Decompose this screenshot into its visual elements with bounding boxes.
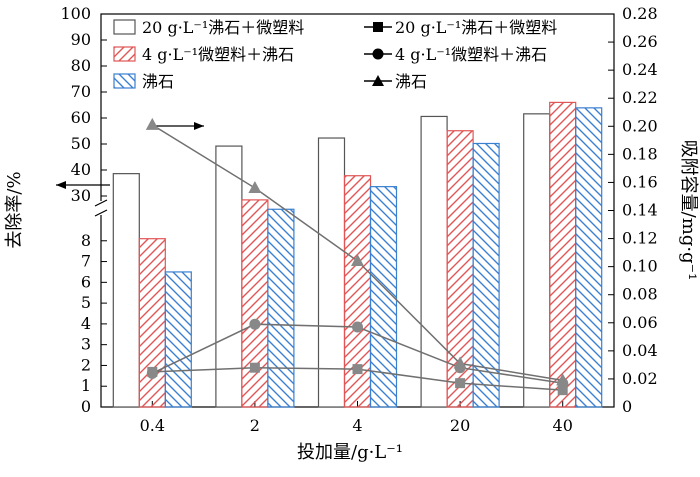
left-axis-arrow bbox=[56, 181, 110, 189]
y-left-tick-label: 90 bbox=[71, 30, 91, 49]
y-left-tick-label: 4 bbox=[81, 314, 91, 333]
line-marker-triangle bbox=[145, 117, 159, 130]
legend-swatch-line-2 bbox=[364, 48, 392, 60]
bar-series-3 bbox=[575, 107, 603, 408]
y-right-tick-label: 0.22 bbox=[622, 88, 658, 107]
right-axis-arrow bbox=[152, 122, 204, 130]
y-left-tick-label: 80 bbox=[71, 56, 91, 75]
bar-series-3 bbox=[472, 142, 500, 408]
legend-swatch-line-3 bbox=[364, 75, 392, 86]
y-left-tick-label: 0 bbox=[81, 397, 91, 416]
y-right-tick-label: 0 bbox=[622, 397, 632, 416]
bar-series-1 bbox=[112, 173, 140, 408]
bar-series-2 bbox=[138, 238, 166, 408]
bar-series-3 bbox=[267, 208, 295, 408]
line-marker-square bbox=[557, 385, 568, 396]
legend-swatch-bar-2 bbox=[113, 46, 136, 62]
y-left-tick-label: 40 bbox=[71, 160, 91, 179]
y-right-tick-label: 0.10 bbox=[622, 257, 658, 276]
y-right-tick-label: 0.20 bbox=[622, 116, 658, 135]
bar-series-3 bbox=[164, 271, 192, 408]
legend-label-line-2: 4 g·L⁻¹微塑料＋沸石 bbox=[395, 45, 547, 64]
line-marker-circle bbox=[352, 321, 363, 333]
x-tick-label: 20 bbox=[450, 416, 470, 435]
line-marker-circle bbox=[249, 318, 261, 330]
y-right-tick-label: 0.06 bbox=[622, 313, 658, 332]
legend: 20 g·L⁻¹沸石＋微塑料 4 g·L⁻¹微塑料＋沸石 沸石 20 g·L⁻¹… bbox=[113, 18, 557, 91]
line-marker-square bbox=[455, 378, 466, 389]
legend-swatch-line-1 bbox=[364, 22, 392, 32]
line-marker-triangle bbox=[556, 373, 570, 386]
y-left-tick-label: 3 bbox=[81, 335, 91, 354]
y-right-tick-label: 0.16 bbox=[622, 172, 658, 191]
y-left-tick-label: 60 bbox=[71, 108, 91, 127]
legend-swatch-bar-3 bbox=[113, 73, 136, 89]
line-marker-triangle bbox=[351, 254, 364, 267]
bar-series-1 bbox=[523, 113, 551, 408]
line-marker-circle bbox=[146, 367, 158, 379]
y-right-tick-label: 0.12 bbox=[622, 229, 658, 248]
legend-label-bar-3: 沸石 bbox=[142, 72, 174, 91]
y-left-tick-label: 30 bbox=[71, 186, 91, 205]
line-marker-square bbox=[352, 364, 363, 375]
bar-series-2 bbox=[241, 199, 269, 408]
legend-label-bar-2: 4 g·L⁻¹微塑料＋沸石 bbox=[142, 45, 294, 64]
line-marker-square bbox=[249, 362, 260, 373]
x-tick-label: 40 bbox=[553, 416, 573, 435]
y-left-tick-label: 7 bbox=[81, 252, 91, 271]
y-right-tick-label: 0.18 bbox=[622, 144, 658, 163]
bar-series-1 bbox=[317, 137, 346, 408]
y-right-axis-title: 吸附容量/mg·g⁻¹ bbox=[678, 140, 699, 281]
y-right-tick-label: 0.02 bbox=[622, 369, 658, 388]
y-left-tick-label: 1 bbox=[81, 376, 91, 395]
y-left-tick-label: 8 bbox=[81, 231, 91, 250]
y-right-tick-label: 0.04 bbox=[622, 341, 658, 360]
y-right-tick-label: 0.24 bbox=[622, 60, 658, 79]
x-tick-label: 4 bbox=[352, 416, 362, 435]
axis-break-mark bbox=[94, 199, 108, 217]
line-marker-triangle bbox=[248, 181, 262, 194]
legend-label-line-1: 20 g·L⁻¹沸石＋微塑料 bbox=[395, 18, 557, 37]
y-left-tick-label: 50 bbox=[71, 134, 91, 153]
x-axis-title: 投加量/g·L⁻¹ bbox=[297, 442, 403, 463]
bar-series-1 bbox=[420, 115, 448, 408]
bar-series-3 bbox=[369, 186, 398, 408]
y-left-tick-label: 5 bbox=[81, 293, 91, 312]
y-right-tick-label: 0.28 bbox=[622, 4, 658, 23]
x-tick-label: 0.4 bbox=[140, 416, 165, 435]
y-right-tick-label: 0.08 bbox=[622, 285, 658, 304]
y-left-axis-title: 去除率/% bbox=[4, 171, 25, 248]
y-right-tick-label: 0.14 bbox=[622, 201, 658, 220]
y-left-tick-label: 6 bbox=[81, 272, 91, 291]
x-tick-label: 2 bbox=[250, 416, 260, 435]
line-marker-triangle bbox=[453, 356, 467, 369]
legend-label-line-3: 沸石 bbox=[395, 72, 427, 91]
legend-label-bar-1: 20 g·L⁻¹沸石＋微塑料 bbox=[142, 18, 304, 37]
legend-swatch-bar-1 bbox=[113, 19, 136, 35]
bars bbox=[112, 101, 603, 408]
bar-series-2 bbox=[549, 101, 577, 408]
axis-ticks: 0123456783040506070809010000.020.040.060… bbox=[60, 4, 657, 435]
y-right-tick-label: 0.26 bbox=[622, 32, 658, 51]
line-series bbox=[145, 117, 570, 396]
y-left-tick-label: 70 bbox=[71, 82, 91, 101]
y-left-tick-label: 2 bbox=[81, 355, 91, 374]
y-left-tick-label: 100 bbox=[60, 4, 91, 23]
